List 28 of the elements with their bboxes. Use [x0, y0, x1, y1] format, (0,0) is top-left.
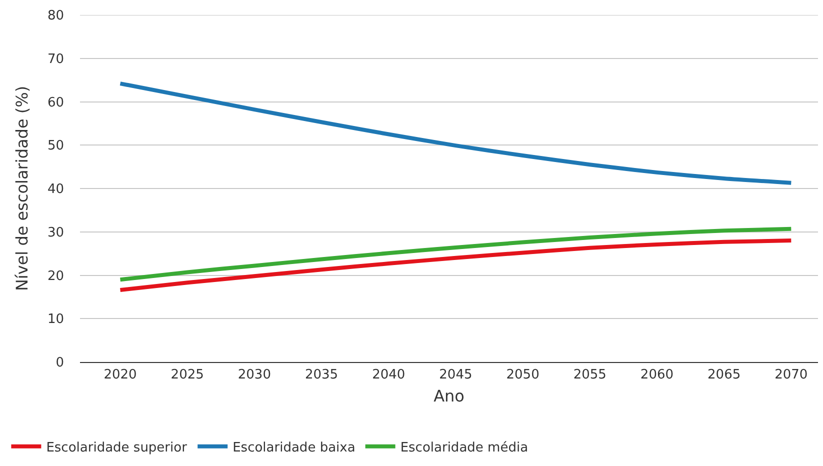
y-tick-label: 80 [47, 8, 64, 24]
y-tick-label: 70 [47, 52, 64, 67]
y-tick-label: 20 [47, 268, 64, 284]
x-tick-label: 2070 [774, 368, 808, 383]
y-tick-label: 50 [47, 138, 64, 154]
x-axis-title: Ano [434, 386, 464, 406]
x-tick-label: 2065 [708, 368, 741, 383]
x-tick-label: 2040 [372, 368, 406, 383]
y-tick-label: 40 [47, 182, 64, 198]
y-tick-label: 10 [47, 312, 64, 328]
y-tick-label: 0 [56, 356, 64, 371]
x-tick-label: 2055 [573, 368, 606, 383]
x-tick-label: 2020 [104, 368, 137, 383]
x-tick-label: 2060 [640, 368, 674, 383]
y-axis-title: Nível de escolaridade (%) [12, 86, 32, 292]
x-tick-label: 2050 [506, 368, 540, 383]
y-tick-label: 30 [47, 225, 64, 240]
x-tick-label: 2045 [439, 368, 472, 383]
x-tick-label: 2025 [170, 368, 204, 383]
x-tick-label: 2035 [304, 368, 338, 383]
legend-label: Escolaridade baixa [232, 440, 356, 456]
line-series [118, 226, 794, 282]
line-series [118, 82, 794, 185]
legend-label: Escolaridade superior [46, 440, 188, 456]
y-tick-label: 60 [47, 95, 64, 110]
line-series [118, 238, 794, 292]
legend-label: Escolaridade média [400, 440, 528, 456]
x-tick-label: 2030 [238, 368, 271, 383]
